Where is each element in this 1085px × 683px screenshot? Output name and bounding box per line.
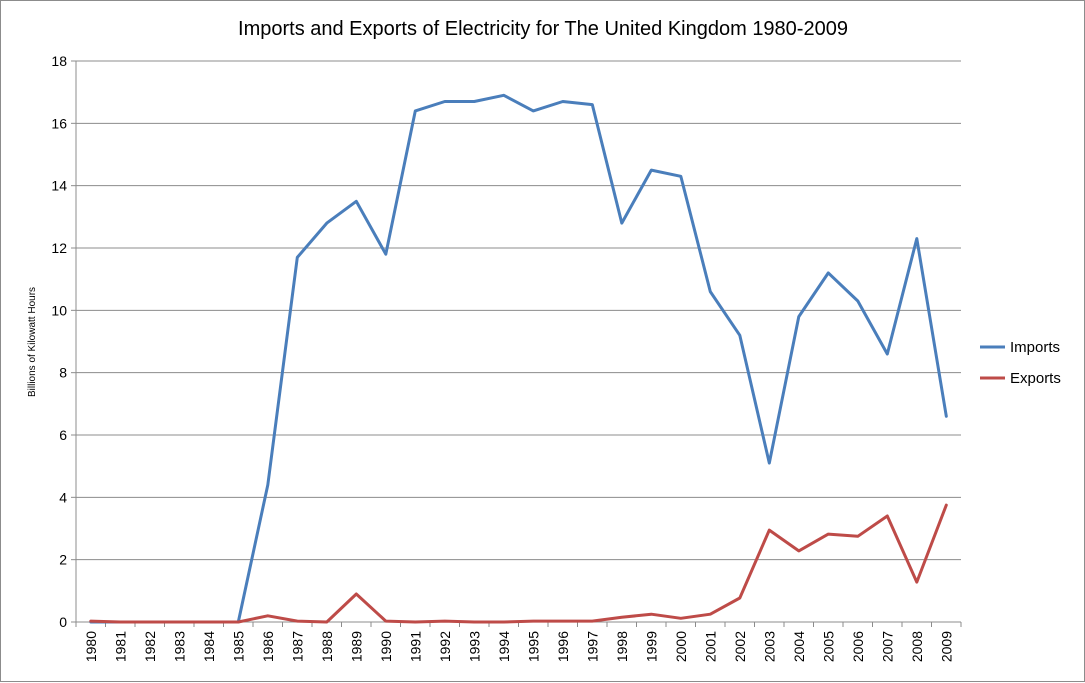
- legend: Imports Exports: [980, 339, 1061, 387]
- y-tick-label: 10: [51, 302, 67, 318]
- y-tick-label: 6: [59, 427, 67, 443]
- x-tick-label: 1987: [289, 631, 305, 662]
- y-tick-label: 18: [51, 53, 67, 69]
- x-tick-label: 2008: [909, 631, 925, 662]
- x-tick-label: 1986: [260, 631, 276, 662]
- x-tick-label: 1982: [142, 631, 158, 662]
- series-line-exports: [89, 503, 948, 624]
- x-tick-label: 2003: [761, 631, 777, 662]
- legend-label-exports: Exports: [1010, 370, 1061, 387]
- chart-title: Imports and Exports of Electricity for T…: [238, 18, 848, 40]
- x-tick-label: 2000: [673, 631, 689, 662]
- x-tick-label: 1994: [496, 631, 512, 662]
- y-tick-label: 0: [59, 614, 67, 630]
- y-tick-label: 12: [51, 240, 67, 256]
- x-tick-label: 1995: [525, 631, 541, 662]
- x-tick-label: 2005: [820, 631, 836, 662]
- axes: 0 2 4 6 8 10 12 14 16 18 1980 1981 1982 1983 1984 1985 1…: [51, 53, 962, 662]
- x-tick-label: 1983: [171, 631, 187, 662]
- y-tick-label: 14: [51, 178, 67, 194]
- series-lines: [89, 93, 948, 624]
- x-tick-label: 1988: [319, 631, 335, 662]
- x-tick-label: 2009: [938, 631, 954, 662]
- x-tick-label: 1997: [584, 631, 600, 662]
- x-tick-label: 2007: [879, 631, 895, 662]
- x-tick-label: 2006: [850, 631, 866, 662]
- x-tick-label: 1999: [643, 631, 659, 662]
- x-tick-label: 1984: [201, 631, 217, 662]
- x-tick-label: 2002: [732, 631, 748, 662]
- y-tick-label: 8: [59, 365, 67, 381]
- x-tick-label: 2001: [702, 631, 718, 662]
- x-tick-label: 1998: [614, 631, 630, 662]
- legend-label-imports: Imports: [1010, 339, 1060, 356]
- x-tick-label: 1993: [466, 631, 482, 662]
- x-tick-label: 1991: [407, 631, 423, 662]
- x-tick-label: 1996: [555, 631, 571, 662]
- x-tick-label: 1992: [437, 631, 453, 662]
- y-tick-label: 2: [59, 552, 67, 568]
- x-tick-label: 1981: [112, 631, 128, 662]
- x-tick-label: 2004: [791, 631, 807, 662]
- series-line-imports: [89, 93, 948, 624]
- y-tick-label: 4: [59, 489, 67, 505]
- x-tick-label: 1985: [230, 631, 246, 662]
- y-axis-label: Billions of Kilowatt Hours: [27, 287, 38, 397]
- x-tick-label: 1989: [348, 631, 364, 662]
- x-tick-label: 1990: [378, 631, 394, 662]
- y-tick-label: 16: [51, 115, 67, 131]
- x-tick-label: 1980: [83, 631, 99, 662]
- gridlines: [76, 60, 961, 561]
